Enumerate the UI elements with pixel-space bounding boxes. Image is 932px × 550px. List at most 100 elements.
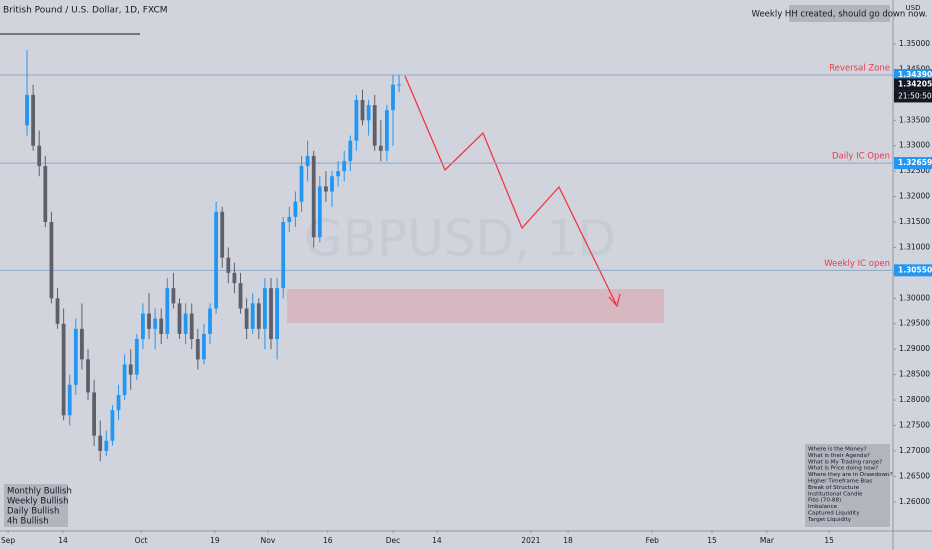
candle-body — [317, 186, 322, 238]
arrow-head — [608, 293, 621, 308]
bias-note: 4h Bullish — [7, 517, 49, 527]
checklist-item: What is My Trading range? — [808, 459, 882, 465]
candle-body — [122, 364, 127, 395]
annotation-box — [789, 5, 890, 22]
candle-body — [299, 166, 304, 202]
candle-body — [153, 318, 158, 329]
watermark: GBPUSD, 1D — [304, 210, 616, 268]
checklist-item: Institutional Candle — [808, 491, 863, 497]
candle-body — [336, 171, 340, 177]
x-tick-label: Feb — [646, 536, 660, 545]
y-tick-label: 1.33000 — [899, 141, 930, 150]
candle-body — [391, 84, 395, 111]
x-tick-label: Oct — [135, 536, 148, 545]
candle-body — [195, 339, 200, 360]
projection-arrow — [404, 75, 617, 305]
checklist-item: Fibs (70-88) — [808, 498, 841, 504]
candle-body — [92, 392, 97, 436]
candle-body — [37, 145, 42, 167]
y-tick-label: 1.33500 — [899, 115, 930, 124]
y-tick-label: 1.27000 — [899, 446, 930, 455]
y-tick-label: 1.28000 — [899, 395, 930, 404]
countdown-box — [894, 90, 932, 103]
x-tick-label: Dec — [386, 536, 401, 545]
candle-body — [226, 257, 231, 273]
y-tick-label: 1.32000 — [899, 192, 930, 201]
x-tick-label: 15 — [707, 536, 717, 545]
candle-body — [55, 298, 60, 324]
candle-body — [67, 384, 72, 416]
candle-body — [177, 303, 182, 334]
level-price-label: 1.34390 — [898, 70, 932, 79]
y-tick-label: 1.31000 — [899, 242, 930, 251]
level-price-box — [894, 157, 932, 170]
y-tick-label: 1.34500 — [899, 64, 930, 73]
y-tick-label: 1.32500 — [899, 166, 930, 175]
candle-body — [31, 94, 36, 146]
checklist-item: Captured Liquidity — [808, 511, 860, 517]
x-tick-label: Nov — [261, 536, 276, 545]
x-tick-label: 15 — [824, 536, 834, 545]
candle-body — [324, 186, 328, 192]
bias-box — [4, 484, 68, 527]
candle-body — [141, 313, 145, 340]
candle-body — [202, 333, 206, 360]
candle-body — [128, 364, 133, 375]
candle-body — [372, 105, 377, 146]
candle-body — [134, 339, 139, 375]
chart-title: British Pound / U.S. Dollar, 1D, FXCM — [3, 6, 168, 16]
bias-note: Monthly Bullish — [7, 487, 72, 497]
target-zone — [287, 289, 664, 323]
y-tick-label: 1.30000 — [899, 293, 930, 302]
bias-note: Daily Bullish — [7, 507, 59, 517]
candle-body — [366, 105, 371, 121]
candle-body — [281, 222, 286, 289]
y-tick-label: 1.27500 — [899, 420, 930, 429]
x-tick-label: Mar — [760, 536, 775, 545]
candle-body — [61, 323, 66, 416]
candle-body — [293, 201, 298, 217]
checklist-item: Where they are in Drawdown? — [808, 472, 893, 478]
level-name: Daily IC Open — [832, 152, 890, 162]
candle-body — [98, 435, 103, 451]
candle-body — [171, 288, 176, 304]
candle-body — [183, 313, 188, 334]
y-tick-label: 1.26000 — [899, 497, 930, 506]
x-tick-label: 14 — [432, 536, 442, 545]
annotation: Weekly HH created, should go down now. — [752, 10, 928, 20]
candle-body — [330, 176, 334, 192]
y-tick-label: 1.35000 — [899, 39, 930, 48]
level-name: Weekly IC open — [824, 259, 890, 269]
x-tick-label: 19 — [210, 536, 220, 545]
y-tick-label: 1.28500 — [899, 370, 930, 379]
candle-body — [250, 303, 255, 329]
checklist-item: Break of Structure — [808, 485, 860, 491]
level-name: Reversal Zone — [829, 64, 890, 74]
candle-body — [43, 166, 48, 223]
candle-body — [263, 288, 267, 329]
level-price-label: 1.30550 — [898, 265, 932, 274]
y-tick-label: 1.26500 — [899, 471, 930, 480]
candle-body — [348, 140, 353, 161]
candle-body — [104, 440, 109, 451]
candle-body — [165, 288, 170, 334]
candle-body — [214, 211, 219, 309]
candle-body — [86, 359, 90, 393]
last-price-box — [894, 78, 932, 91]
candle-body — [244, 308, 249, 329]
x-tick-label: 14 — [58, 536, 68, 545]
level-price-box — [894, 264, 932, 277]
candle-body — [189, 313, 194, 340]
level-price-box — [894, 69, 932, 82]
candle-body — [287, 216, 292, 223]
y-tick-label: 1.29000 — [899, 344, 930, 353]
x-tick-label: Sep — [1, 536, 15, 545]
candle-body — [269, 288, 273, 340]
candle-body — [208, 308, 212, 334]
y-tick-label: 1.31500 — [899, 217, 930, 226]
candle-body — [49, 222, 54, 299]
bias-note: Weekly Bullish — [7, 497, 69, 507]
candle-body — [311, 155, 316, 238]
level-price-label: 1.32659 — [898, 158, 932, 167]
